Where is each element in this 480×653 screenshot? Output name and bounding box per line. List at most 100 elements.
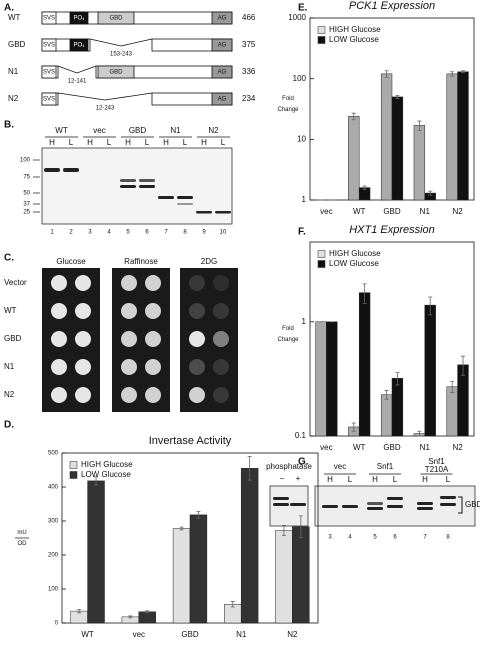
panel-label: D. [4, 420, 14, 431]
lane-number: 9 [202, 230, 206, 236]
colony [189, 275, 205, 291]
lane-group: vec [334, 462, 346, 471]
lane-group: WT [55, 126, 68, 135]
error-bar [298, 515, 303, 539]
y-axis-label: OD [18, 541, 28, 547]
panel-label: A. [4, 3, 14, 14]
colony [189, 303, 205, 319]
y-tick-label: 1 [302, 195, 307, 204]
panel-label: B. [4, 120, 14, 131]
panel-label: C. [4, 253, 14, 264]
x-tick-label: WT [353, 207, 366, 216]
y-tick-label: 0 [55, 621, 59, 627]
lane-number: 3 [88, 230, 92, 236]
deletion-line [57, 65, 97, 74]
marker-label: 37 [23, 202, 30, 208]
lane-number: 10 [220, 230, 227, 236]
error-bar [417, 430, 422, 437]
x-tick-label: vec [133, 630, 145, 639]
lane-number: 8 [446, 535, 450, 541]
construct-name: N1 [8, 67, 19, 76]
construct-name: N2 [8, 94, 19, 103]
colony [121, 303, 137, 319]
lane-label: L [348, 475, 353, 484]
lane-label: H [125, 138, 131, 147]
band-label: GBD [465, 500, 480, 509]
blot-bands [44, 168, 231, 214]
treatment-label: phosphatase [266, 462, 312, 471]
x-tick-label: GBD [181, 630, 199, 639]
error-bar [362, 185, 367, 190]
domain-label: SVS [43, 97, 55, 103]
y-axis-label: Change [277, 337, 299, 343]
lane-label: H [49, 138, 55, 147]
lane-label: L [393, 475, 398, 484]
colony [51, 303, 67, 319]
x-tick-label: N1 [420, 443, 431, 452]
error-bar [428, 296, 433, 316]
error-bar [384, 390, 389, 400]
y-tick-label: 1 [302, 317, 307, 326]
domain [41, 38, 57, 52]
bar [380, 73, 393, 201]
legend-label: LOW Glucose [329, 259, 379, 268]
bar [326, 321, 338, 437]
colony [75, 331, 91, 347]
domain [211, 38, 233, 52]
legend-label: LOW Glucose [329, 35, 379, 44]
legend-label: HIGH Glucose [81, 460, 133, 469]
domain [97, 65, 135, 79]
colony [213, 275, 229, 291]
lane-label: H [201, 138, 207, 147]
error-bar [450, 381, 455, 393]
error-bar [77, 609, 82, 614]
domain-label: AG [218, 43, 227, 49]
plate-header: Glucose [56, 257, 86, 266]
marker-label: 50 [23, 191, 30, 197]
colony [51, 275, 67, 291]
domain-label: PO₄ [73, 16, 85, 22]
construct-length: 336 [242, 67, 256, 76]
colony [121, 275, 137, 291]
legend-label: HIGH Glucose [329, 249, 381, 258]
deletion-label: 12-141 [68, 79, 87, 85]
bar [446, 73, 458, 201]
legend-swatch [317, 36, 326, 44]
lane-label: L [107, 138, 112, 147]
error-bar [145, 610, 150, 614]
x-tick-label: N1 [420, 207, 431, 216]
deletion-label: 12-243 [96, 106, 115, 112]
colony [75, 359, 91, 375]
lane-number: 4 [348, 535, 352, 541]
colony [75, 303, 91, 319]
y-tick-label: 1000 [288, 13, 306, 22]
x-tick-label: WT [353, 443, 366, 452]
colony [189, 359, 205, 375]
error-bar [450, 71, 455, 77]
y-axis-label: Fold [282, 326, 294, 332]
colony [51, 387, 67, 403]
panel-label: E. [298, 3, 308, 14]
chart-title: PCK1 Expression [349, 0, 435, 12]
lane-group: Snf1 [377, 462, 394, 471]
construct-length: 234 [242, 94, 256, 103]
colony [189, 387, 205, 403]
strain-label: WT [4, 306, 17, 315]
strain-label: N2 [4, 390, 15, 399]
x-tick-label: GBD [383, 443, 401, 452]
lane-label: L [69, 138, 74, 147]
y-tick-label: 500 [48, 451, 59, 457]
colony [213, 359, 229, 375]
bar [348, 116, 360, 201]
domain-label: SVS [43, 43, 55, 49]
marker-label: 100 [20, 158, 31, 164]
marker-label: 25 [23, 210, 30, 216]
construct-name: WT [8, 13, 21, 22]
legend-swatch [317, 26, 326, 34]
x-tick-label: GBD [383, 207, 401, 216]
lane-label: L [446, 475, 451, 484]
colony [213, 387, 229, 403]
error-bar [247, 456, 252, 481]
lane-number: 1 [50, 230, 54, 236]
legend-label: HIGH Glucose [329, 25, 381, 34]
